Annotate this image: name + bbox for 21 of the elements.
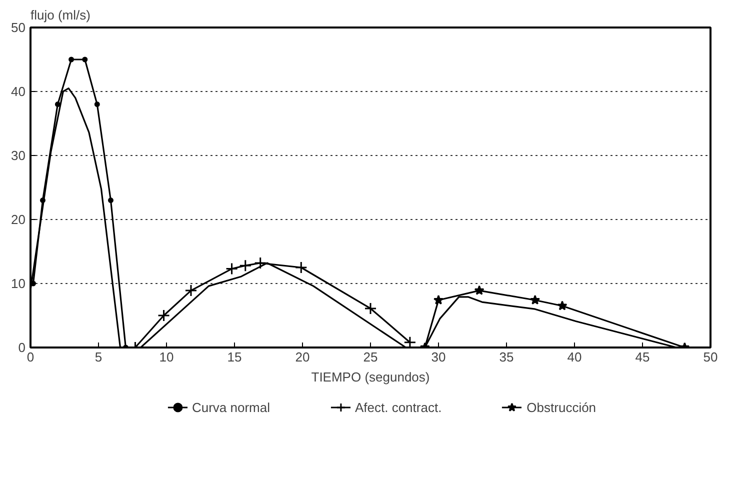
y-tick-label: 50	[11, 20, 26, 35]
y-axis-title: flujo (ml/s)	[30, 8, 90, 22]
legend-label: Afect. contract.	[354, 400, 442, 414]
x-tick-label: 10	[159, 350, 174, 364]
x-tick-label: 45	[635, 350, 650, 364]
x-tick-label: 30	[431, 350, 446, 364]
y-tick-label: 10	[11, 276, 26, 291]
y-tick-label: 30	[11, 148, 26, 163]
x-tick-label: 5	[94, 350, 102, 364]
x-axis-title: TIEMPO (segundos)	[311, 370, 430, 384]
x-tick-label: 15	[227, 350, 242, 364]
x-tick-label: 25	[363, 350, 378, 364]
y-tick-label: 40	[11, 84, 26, 99]
x-tick-label: 40	[567, 350, 582, 364]
x-tick-label: 50	[703, 350, 718, 364]
x-tick-label: 35	[499, 350, 514, 364]
y-tick-label: 20	[11, 212, 26, 227]
x-tick-label: 20	[295, 350, 310, 364]
y-tick-label: 0	[18, 340, 26, 355]
legend-label: Curva normal	[192, 400, 270, 414]
legend-label: Obstrucción	[526, 400, 596, 414]
